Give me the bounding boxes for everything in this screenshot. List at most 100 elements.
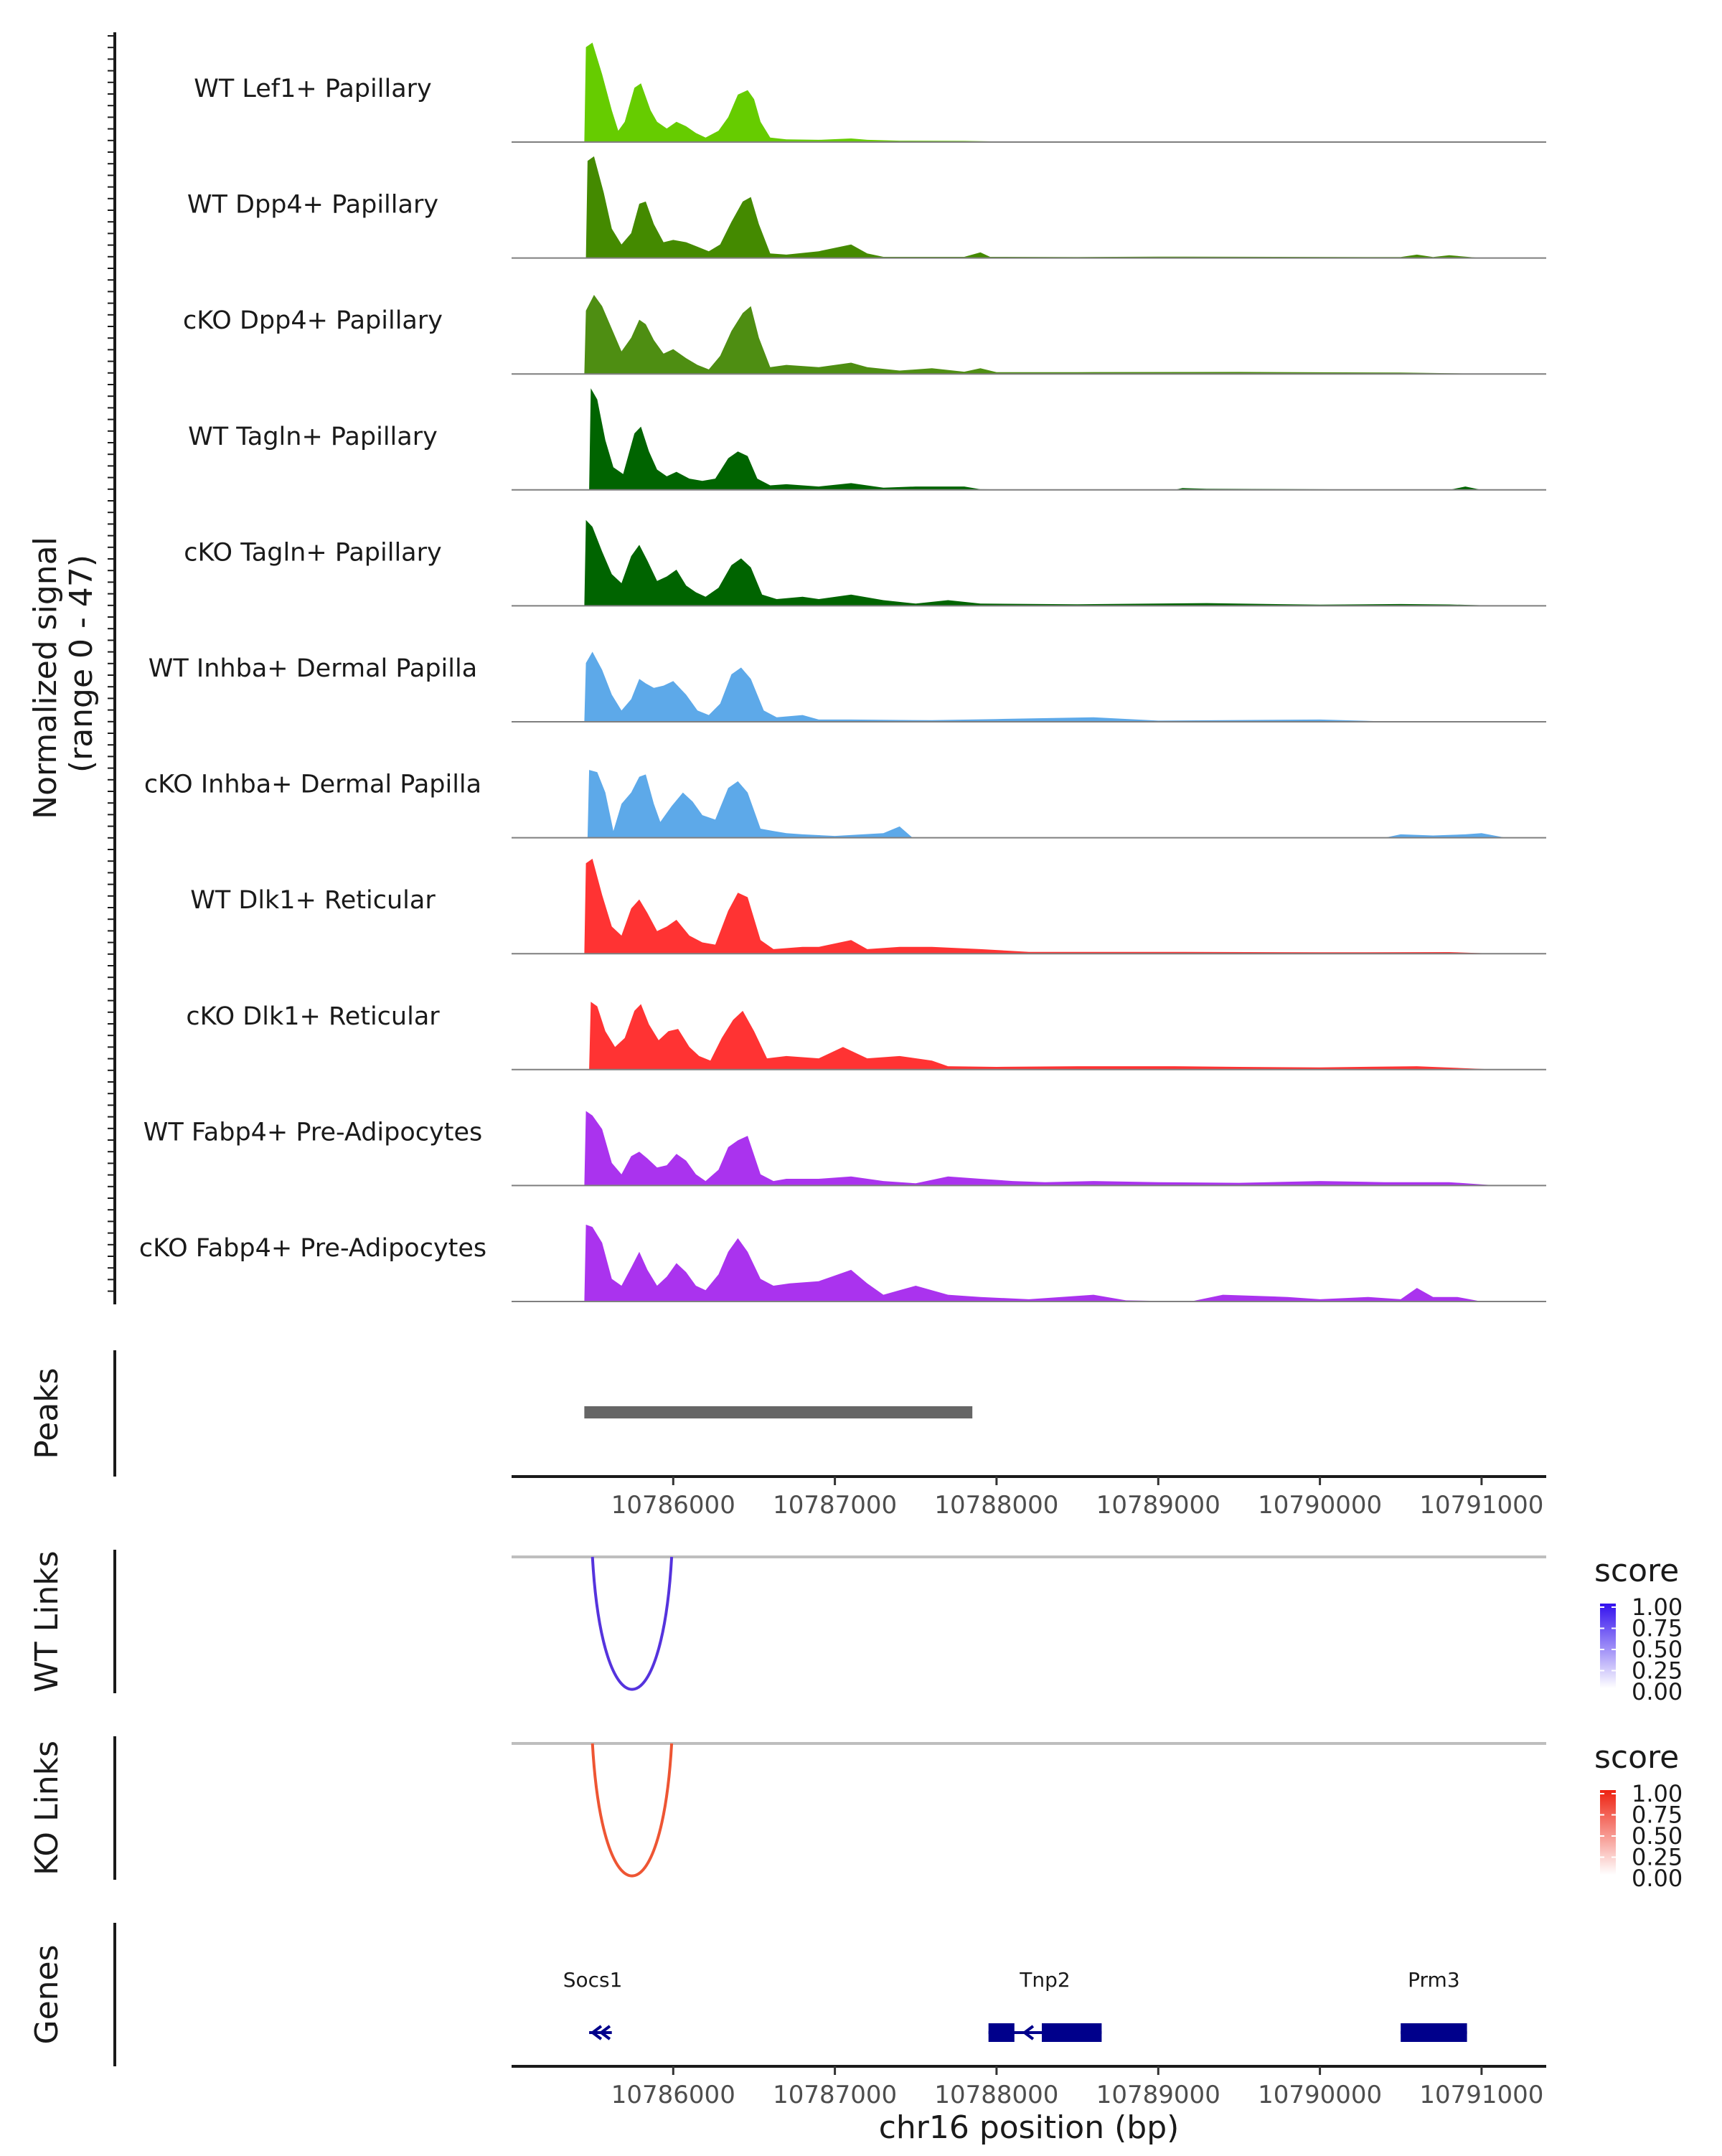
link-arc bbox=[591, 1743, 674, 1878]
coverage-area bbox=[584, 858, 1498, 954]
track-label: WT Dpp4+ Papillary bbox=[187, 191, 438, 220]
strand-arrow bbox=[1022, 2025, 1035, 2040]
coverage-area bbox=[584, 1224, 1482, 1301]
peak-bar bbox=[584, 1406, 973, 1418]
x-tick-label: 10788000 bbox=[934, 1491, 1058, 1520]
x-axis-ticks-top: 10786000 10787000 10788000 10789000 10790000… bbox=[611, 1477, 1543, 1520]
x-tick-label: 10786000 bbox=[611, 2081, 735, 2109]
coverage-track-9: cKO Dlk1+ Reticular bbox=[186, 1002, 1546, 1070]
coverage-track-11: cKO Fabp4+ Pre-Adipocytes bbox=[139, 1224, 1546, 1302]
coverage-track-3: cKO Dpp4+ Papillary bbox=[183, 295, 1546, 375]
x-axis-title: chr16 position (bp) bbox=[879, 2109, 1180, 2146]
coverage-area bbox=[584, 295, 1498, 375]
genes-panel: Genes Socs1 Tnp2 Prm3 10786000 10787000 1078… bbox=[29, 1923, 1546, 2146]
coverage-area bbox=[589, 1002, 1498, 1070]
track-label: WT Fabp4+ Pre-Adipocytes bbox=[144, 1118, 482, 1147]
ko-legend-ticks: 1.000.750.500.250.00 bbox=[1600, 1780, 1683, 1892]
gene-label: Socs1 bbox=[563, 1968, 623, 1992]
genes-label: Genes bbox=[29, 1944, 65, 2044]
legend-tick-label: 1.00 bbox=[1632, 1780, 1683, 1807]
x-tick-label: 10790000 bbox=[1258, 1491, 1382, 1520]
wt-legend-ticks: 1.000.750.500.250.00 bbox=[1600, 1594, 1683, 1705]
track-label: WT Dlk1+ Reticular bbox=[190, 886, 436, 915]
x-tick-label: 10787000 bbox=[773, 1491, 897, 1520]
gene-exon bbox=[988, 2023, 1015, 2042]
legend-tick-label: 0.50 bbox=[1632, 1822, 1683, 1850]
gene-exon bbox=[1042, 2023, 1102, 2042]
gene-tnp2: Tnp2 bbox=[988, 1968, 1102, 2042]
track-label: WT Tagln+ Papillary bbox=[188, 423, 438, 451]
x-tick-label: 10790000 bbox=[1258, 2081, 1382, 2109]
coverage-track-2: WT Dpp4+ Papillary bbox=[187, 156, 1546, 259]
coverage-area bbox=[584, 651, 1401, 722]
ko-links-panel: KO Links score 1.000.750.500.250.00 bbox=[29, 1736, 1683, 1892]
coverage-track-7: cKO Inhba+ Dermal Papilla bbox=[144, 770, 1546, 839]
x-tick-label: 10791000 bbox=[1419, 2081, 1543, 2109]
track-label: cKO Tagln+ Papillary bbox=[184, 538, 442, 567]
gene-label: Prm3 bbox=[1408, 1968, 1460, 1992]
x-tick-label: 10791000 bbox=[1419, 1491, 1543, 1520]
coverage-y-label-line2: (range 0 - 47) bbox=[63, 555, 100, 773]
strand-arrow bbox=[598, 2025, 611, 2040]
x-tick-label: 10789000 bbox=[1096, 2081, 1220, 2109]
legend-tick-label: 0.50 bbox=[1632, 1636, 1683, 1663]
peak-bars bbox=[584, 1406, 973, 1418]
coverage-area bbox=[584, 1111, 1498, 1186]
wt-legend-title: score bbox=[1594, 1553, 1679, 1589]
ko-score-legend: score 1.000.750.500.250.00 bbox=[1594, 1739, 1683, 1892]
coverage-area bbox=[589, 388, 1482, 490]
gene-label: Tnp2 bbox=[1019, 1968, 1070, 1992]
ko-link-arcs bbox=[591, 1743, 674, 1878]
legend-tick-label: 0.00 bbox=[1632, 1865, 1683, 1892]
wt-links-panel: WT Links score 1.000.750.500.250.00 bbox=[29, 1550, 1683, 1705]
track-label: WT Inhba+ Dermal Papilla bbox=[149, 654, 477, 683]
gene-models: Socs1 Tnp2 Prm3 bbox=[563, 1968, 1467, 2042]
legend-tick-label: 0.25 bbox=[1632, 1657, 1683, 1685]
coverage-panel: Normalized signal (range 0 - 47) WT Lef1… bbox=[27, 32, 1546, 1304]
track-label: cKO Fabp4+ Pre-Adipocytes bbox=[139, 1234, 486, 1263]
coverage-area bbox=[587, 770, 1506, 838]
x-tick-label: 10788000 bbox=[934, 2081, 1058, 2109]
gene-exon bbox=[1401, 2023, 1467, 2042]
coverage-area bbox=[584, 42, 1474, 143]
track-label: cKO Inhba+ Dermal Papilla bbox=[144, 771, 481, 799]
coverage-tracks: WT Lef1+ Papillary WT Dpp4+ Papillary cKO … bbox=[139, 42, 1546, 1302]
legend-tick-label: 0.75 bbox=[1632, 1615, 1683, 1642]
coverage-track-4: WT Tagln+ Papillary bbox=[188, 388, 1546, 491]
coverage-track-10: WT Fabp4+ Pre-Adipocytes bbox=[144, 1111, 1546, 1187]
track-label: cKO Dlk1+ Reticular bbox=[186, 1002, 440, 1031]
wt-score-legend: score 1.000.750.500.250.00 bbox=[1594, 1553, 1683, 1705]
coverage-area bbox=[585, 156, 1482, 258]
coverage-track-5: cKO Tagln+ Papillary bbox=[184, 519, 1546, 607]
gene-prm3: Prm3 bbox=[1401, 1968, 1467, 2042]
x-tick-label: 10787000 bbox=[773, 2081, 897, 2109]
coverage-track-6: WT Inhba+ Dermal Papilla bbox=[149, 651, 1546, 722]
legend-tick-label: 0.25 bbox=[1632, 1844, 1683, 1871]
wt-links-label: WT Links bbox=[29, 1550, 65, 1692]
track-label: WT Lef1+ Papillary bbox=[194, 75, 432, 103]
coverage-area bbox=[584, 519, 1506, 606]
x-tick-label: 10786000 bbox=[611, 1491, 735, 1520]
peaks-label: Peaks bbox=[29, 1367, 65, 1459]
ko-legend-title: score bbox=[1594, 1739, 1679, 1776]
link-arc bbox=[591, 1556, 674, 1691]
coverage-y-ticks bbox=[108, 35, 115, 1292]
x-tick-label: 10789000 bbox=[1096, 1491, 1220, 1520]
strand-arrow bbox=[590, 2025, 603, 2040]
coverage-track-1: WT Lef1+ Papillary bbox=[194, 42, 1546, 143]
peaks-panel: Peaks 10786000 10787000 10788000 10789000 10… bbox=[29, 1350, 1546, 1520]
wt-legend-colorbar bbox=[1600, 1604, 1616, 1688]
x-axis-ticks-bottom: 10786000 10787000 10788000 10789000 10790000… bbox=[611, 2066, 1543, 2109]
coverage-track-8: WT Dlk1+ Reticular bbox=[190, 858, 1546, 955]
ko-links-label: KO Links bbox=[29, 1741, 65, 1875]
ko-legend-colorbar bbox=[1600, 1790, 1616, 1875]
wt-link-arcs bbox=[591, 1556, 674, 1691]
coverage-y-label-line1: Normalized signal bbox=[27, 537, 64, 819]
legend-tick-label: 1.00 bbox=[1632, 1594, 1683, 1621]
legend-tick-label: 0.75 bbox=[1632, 1802, 1683, 1829]
gene-socs1: Socs1 bbox=[563, 1968, 623, 2040]
track-label: cKO Dpp4+ Papillary bbox=[183, 306, 443, 335]
